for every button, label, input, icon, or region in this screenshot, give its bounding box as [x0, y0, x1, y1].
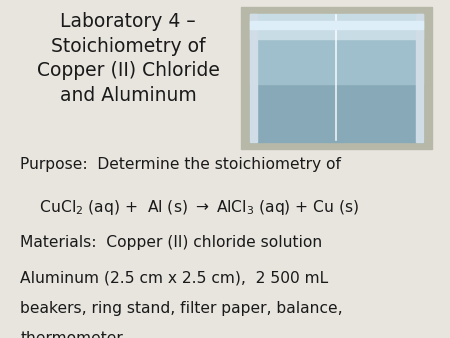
Bar [250, 14, 256, 142]
Text: Purpose:  Determine the stoichiometry of: Purpose: Determine the stoichiometry of [20, 157, 341, 172]
Text: beakers, ring stand, filter paper, balance,: beakers, ring stand, filter paper, balan… [20, 301, 343, 316]
Bar [250, 39, 423, 84]
Bar [250, 14, 423, 39]
Text: Laboratory 4 –
Stoichiometry of
Copper (II) Chloride
and Aluminum: Laboratory 4 – Stoichiometry of Copper (… [37, 12, 220, 105]
Bar [241, 7, 432, 149]
Bar [250, 21, 423, 29]
Text: Aluminum (2.5 cm x 2.5 cm),  2 500 mL: Aluminum (2.5 cm x 2.5 cm), 2 500 mL [20, 270, 328, 285]
Text: Materials:  Copper (II) chloride solution: Materials: Copper (II) chloride solution [20, 235, 323, 250]
Bar [416, 14, 423, 142]
Text: CuCl$_2$ (aq) +  Al (s) $\rightarrow$ AlCl$_3$ (aq) + Cu (s): CuCl$_2$ (aq) + Al (s) $\rightarrow$ AlC… [20, 198, 360, 217]
Text: thermometer: thermometer [20, 331, 123, 338]
Bar [250, 84, 423, 142]
